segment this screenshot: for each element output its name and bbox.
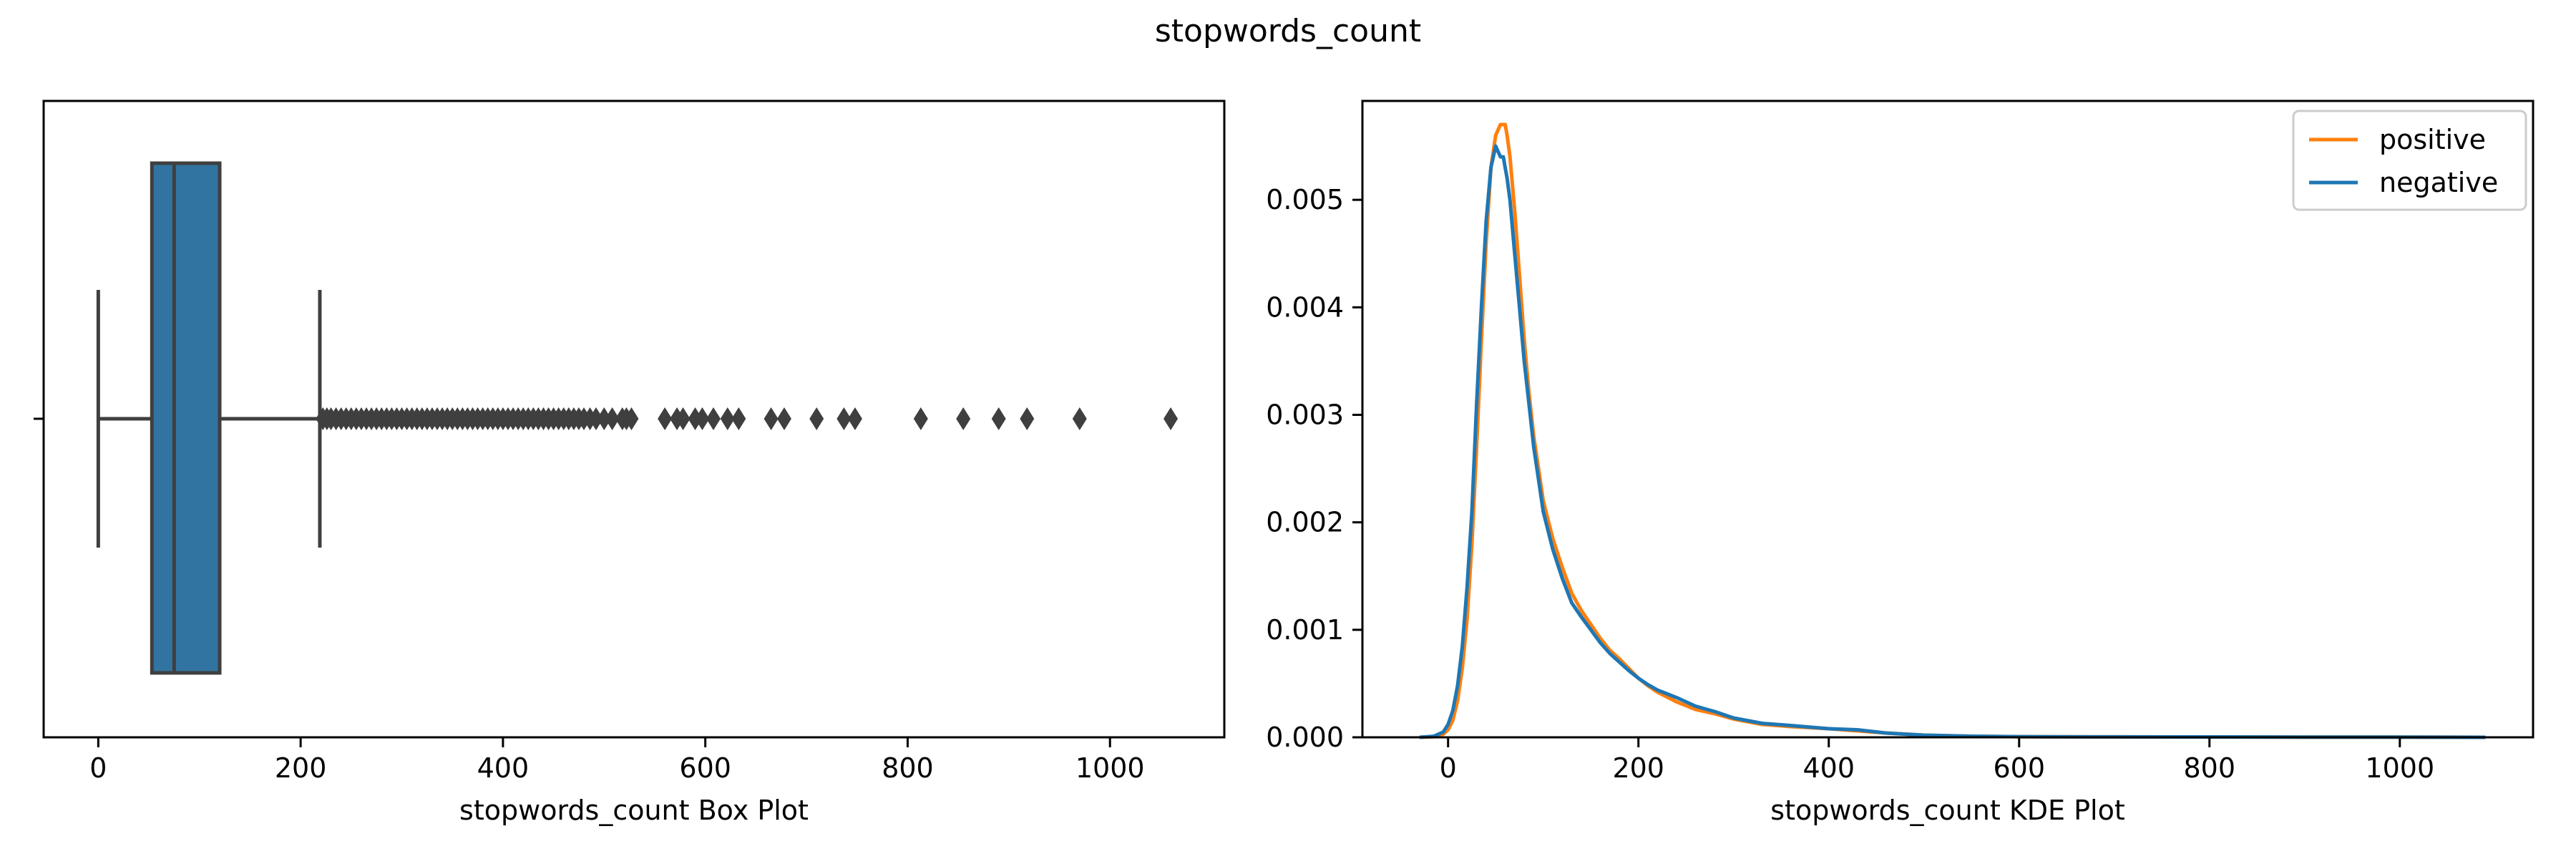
kde-plot-legend: positive negative: [2292, 110, 2527, 211]
box-plot-x-tick-label: 800: [882, 752, 934, 784]
box-plot-outlier: [605, 407, 620, 430]
box-plot-outlier: [763, 407, 779, 430]
kde-plot-x-ticks: 0 200 400 600 800 1000: [1440, 737, 2434, 784]
box-plot-outlier: [706, 407, 721, 430]
box-plot-panel: 0 200 400 600 800 1000 stopwords_count Box Pl…: [34, 100, 1226, 826]
box-plot-x-tick-label: 400: [477, 752, 530, 784]
box-plot-outlier: [597, 407, 612, 430]
kde-plot-y-tick-label: 0.001: [1266, 614, 1344, 646]
box-plot-outlier: [624, 407, 639, 430]
kde-plot-y-tick-label: 0.002: [1266, 507, 1344, 538]
box-plot-outlier: [776, 407, 791, 430]
box-plot-outlier: [836, 407, 852, 430]
figure-title: stopwords_count: [1155, 13, 1421, 49]
box-plot-area: [34, 161, 1179, 675]
box-plot-outlier: [913, 407, 928, 430]
box-plot-x-tick-label: 600: [679, 752, 731, 784]
box-plot-outlier: [1163, 407, 1179, 430]
box-plot-outlier: [720, 407, 735, 430]
box-plot-outlier: [991, 407, 1006, 430]
box-plot-x-tick-label: 0: [89, 752, 107, 784]
kde-plot-frame: [1361, 100, 2534, 739]
kde-plot-x-tick-label: 1000: [2365, 752, 2434, 784]
kde-legend-frame: [2292, 110, 2527, 211]
box-plot-outlier: [731, 407, 746, 430]
kde-plot-y-tick-label: 0.004: [1266, 291, 1344, 323]
box-plot-x-ticks: 0 200 400 600 800 1000: [89, 737, 1145, 784]
kde-plot-y-ticks: 0.000 0.001 0.002 0.003 0.004 0.005: [1266, 184, 1362, 753]
kde-plot-y-tick-label: 0.000: [1266, 722, 1344, 753]
kde-plot-y-tick-label: 0.005: [1266, 184, 1344, 215]
kde-plot-x-axis-label: stopwords_count KDE Plot: [1770, 795, 2124, 826]
box-plot-outlier: [809, 407, 824, 430]
box-plot-outlier: [658, 407, 673, 430]
kde-plot-area: [1419, 122, 2486, 739]
kde-plot-x-tick-label: 800: [2184, 752, 2236, 784]
kde-legend-label-negative: negative: [2379, 167, 2498, 198]
box-plot-outlier: [588, 407, 603, 430]
box-plot-outlier: [956, 407, 971, 430]
box-plot-x-tick-label: 200: [275, 752, 327, 784]
box-plot-x-tick-label: 1000: [1075, 752, 1145, 784]
box-plot-outlier: [1020, 407, 1035, 430]
box-plot-outlier: [695, 407, 710, 430]
box-plot-outlier: [847, 407, 862, 430]
kde-plot-panel: 0 200 400 600 800 1000 0.0000.0010.0020.0030.…: [1266, 100, 2534, 826]
kde-line-negative: [1419, 144, 2486, 739]
kde-legend-label-positive: positive: [2379, 124, 2486, 155]
kde-plot-x-tick-label: 600: [1993, 752, 2045, 784]
kde-plot-x-tick-label: 200: [1612, 752, 1664, 784]
box-plot-box: [150, 161, 222, 675]
box-plot-x-axis-label: stopwords_count Box Plot: [459, 795, 809, 826]
box-plot-frame: [42, 100, 1226, 739]
box-plot-outlier: [675, 407, 691, 430]
kde-plot-x-tick-label: 400: [1802, 752, 1855, 784]
kde-plot-y-tick-label: 0.003: [1266, 399, 1344, 430]
kde-plot-x-tick-label: 0: [1440, 752, 1457, 784]
box-plot-outlier: [1072, 407, 1087, 430]
